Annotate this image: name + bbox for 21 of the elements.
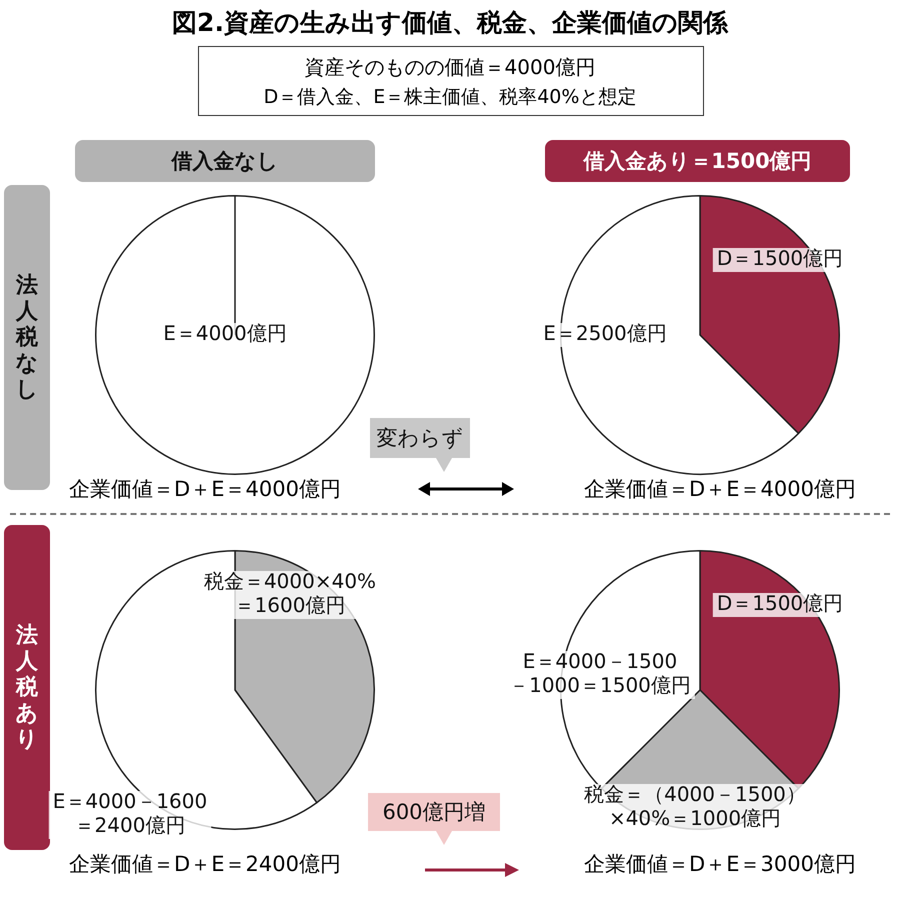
slice-label: E＝4000－1500 －1000＝1500億円	[509, 649, 691, 698]
slice-label: D＝1500億円	[716, 591, 844, 616]
text: 企業価値＝D＋E＝4000億円	[68, 476, 342, 503]
slice-label: 税金＝（4000－1500） ×40%＝1000億円	[584, 782, 806, 830]
text: 企業価値＝D＋E＝3000億円	[583, 851, 857, 878]
text: 借入金あり＝1500億円	[545, 140, 850, 182]
text: 企業価値＝D＋E＝2400億円	[68, 851, 342, 878]
text: 資産そのものの価値＝4000億円	[304, 54, 596, 81]
text: 法人税なし	[16, 272, 38, 402]
slice-label: E＝4000億円	[163, 321, 287, 346]
text: 図2.資産の生み出す価値、税金、企業価値の関係	[171, 7, 730, 39]
slice-label: D＝1500億円	[716, 246, 844, 270]
text: 企業価値＝D＋E＝4000億円	[583, 476, 857, 503]
text: 法人税あり	[16, 622, 38, 752]
text: 借入金なし	[75, 140, 375, 182]
text: 600億円増	[368, 793, 500, 831]
text: D＝借入金、E＝株主価値、税率40%と想定	[262, 85, 638, 110]
slice-label: E＝2500億円	[543, 321, 667, 346]
slice-label: 税金＝4000×40% ＝1600億円	[204, 569, 376, 618]
text: 変わらず	[370, 418, 470, 458]
slice-label: E＝4000－1600 ＝2400億円	[52, 789, 208, 838]
